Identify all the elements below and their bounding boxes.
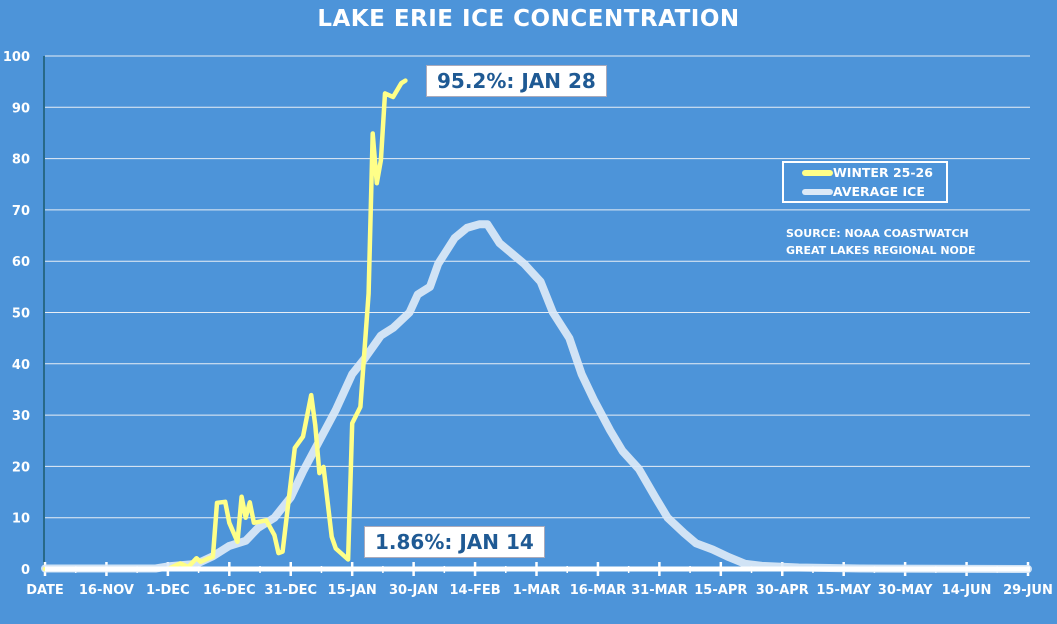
x-tick-label: 16-MAR bbox=[570, 583, 627, 598]
annotation-max: 95.2%: JAN 28 bbox=[426, 65, 607, 97]
y-tick-label: 50 bbox=[12, 307, 30, 322]
x-tick-label: 30-APR bbox=[756, 583, 809, 598]
x-tick-label: 31-DEC bbox=[264, 583, 317, 598]
legend-item-average: AVERAGE ICE bbox=[802, 184, 925, 199]
x-tick-label: DATE bbox=[26, 583, 64, 598]
y-tick-label: 30 bbox=[12, 409, 30, 424]
legend-item-winter: WINTER 25-26 bbox=[802, 165, 933, 180]
legend-swatch-average bbox=[802, 188, 833, 195]
y-tick-label: 80 bbox=[12, 153, 30, 168]
y-tick-label: 70 bbox=[12, 204, 30, 219]
y-tick-label: 40 bbox=[12, 358, 30, 373]
x-tick-label: 16-DEC bbox=[203, 583, 256, 598]
y-tick-label: 60 bbox=[12, 255, 30, 270]
x-tick-label: 30-JAN bbox=[389, 583, 438, 598]
x-tick-label: 30-MAY bbox=[878, 583, 933, 598]
legend-swatch-winter bbox=[802, 169, 833, 176]
x-tick-label: 14-JUN bbox=[942, 583, 992, 598]
x-tick-label: 15-JAN bbox=[328, 583, 377, 598]
x-tick-label: 29-JUN bbox=[1003, 583, 1053, 598]
chart-title: LAKE ERIE ICE CONCENTRATION bbox=[317, 6, 740, 32]
legend-label-winter: WINTER 25-26 bbox=[833, 165, 933, 180]
x-tick-label: 15-APR bbox=[694, 583, 747, 598]
x-tick-label: 16-NOV bbox=[79, 583, 134, 598]
annotation-min: 1.86%: JAN 14 bbox=[364, 526, 545, 558]
x-tick-label: 1-DEC bbox=[146, 583, 190, 598]
x-tick-label: 15-MAY bbox=[816, 583, 871, 598]
y-tick-label: 90 bbox=[12, 101, 30, 116]
source-line-2: GREAT LAKES REGIONAL NODE bbox=[786, 244, 976, 257]
x-tick-label: 1-MAR bbox=[513, 583, 560, 598]
x-tick-label: 31-MAR bbox=[631, 583, 688, 598]
y-tick-label: 0 bbox=[21, 563, 30, 578]
y-tick-label: 10 bbox=[12, 512, 30, 527]
source-note: SOURCE: NOAA COASTWATCH GREAT LAKES REGI… bbox=[786, 225, 976, 259]
series-line-winter bbox=[42, 78, 408, 572]
y-tick-label: 100 bbox=[3, 50, 30, 65]
legend-label-average: AVERAGE ICE bbox=[833, 184, 925, 199]
legend: WINTER 25-26 AVERAGE ICE bbox=[782, 161, 948, 203]
source-line-1: SOURCE: NOAA COASTWATCH bbox=[786, 227, 969, 240]
x-tick-label: 14-FEB bbox=[449, 583, 500, 598]
y-tick-label: 20 bbox=[12, 460, 30, 475]
